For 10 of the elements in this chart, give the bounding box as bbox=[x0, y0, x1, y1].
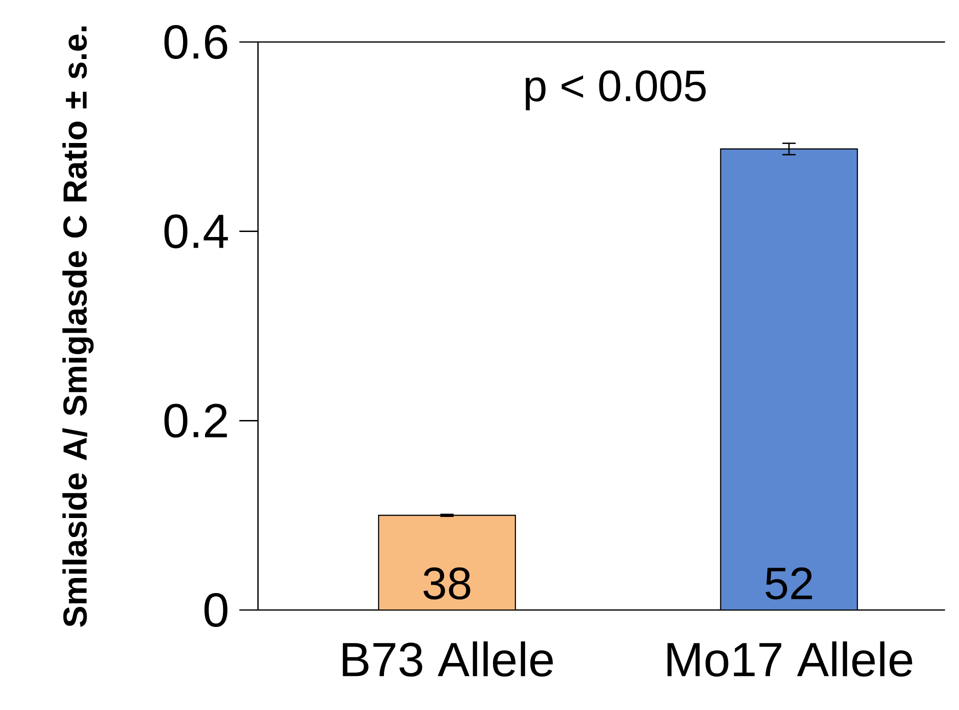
x-tick-label: Mo17 Allele bbox=[668, 641, 912, 677]
y-tick-label: 0.4 bbox=[164, 214, 228, 248]
annotation: p < 0.005 bbox=[526, 70, 706, 110]
y-tick-label: 0.2 bbox=[164, 404, 227, 438]
y-axis-title: Smilaside A/ Smiglasde C Ratio ± s.e. bbox=[62, 26, 94, 627]
y-tick-label: 0 bbox=[204, 593, 228, 627]
annotation: 52 bbox=[766, 567, 812, 600]
x-tick-label: B73 Allele bbox=[342, 641, 553, 677]
y-tick-label: 0.6 bbox=[164, 25, 228, 59]
annotation: 38 bbox=[424, 567, 470, 600]
